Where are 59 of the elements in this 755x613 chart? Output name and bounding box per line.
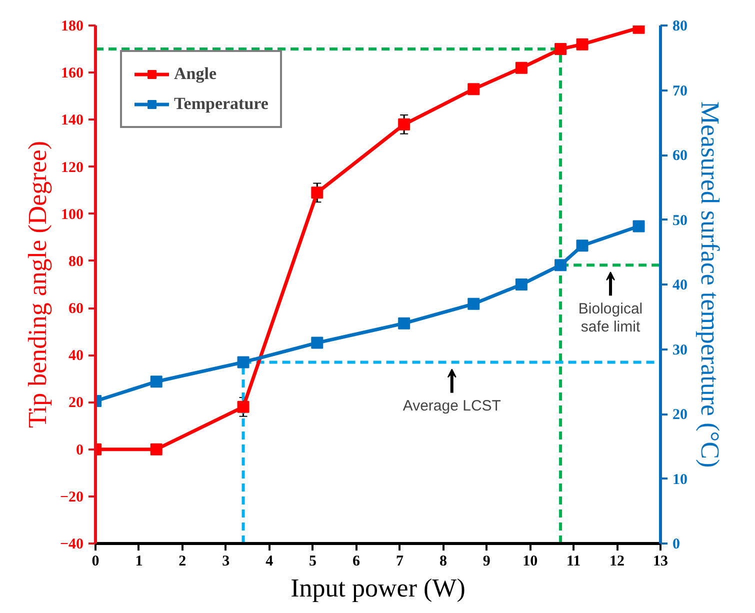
x-tick-label: 4 — [266, 554, 274, 570]
x-tick-label: 8 — [439, 554, 447, 570]
x-tick-label: 1 — [135, 554, 143, 570]
y-tick-label: 40 — [68, 348, 84, 364]
point — [398, 317, 410, 330]
point — [150, 443, 162, 456]
y-tick-label: 0 — [76, 442, 84, 458]
y2-tick-label: 60 — [672, 148, 688, 164]
y-tick-label: 160 — [61, 66, 84, 82]
y-tick-label: 20 — [68, 395, 84, 412]
y-tick-label: −40 — [60, 536, 84, 552]
legend-label: Temperature — [174, 94, 268, 114]
point — [576, 240, 588, 252]
point — [311, 336, 324, 349]
point — [554, 259, 567, 272]
x-tick-label: 11 — [566, 554, 581, 570]
y2-axis-title: Measured surface temperature (°C) — [696, 101, 724, 468]
y-tick-label: 180 — [61, 18, 84, 34]
x-tick-label: 5 — [309, 554, 317, 570]
point — [554, 43, 567, 56]
y2-tick-label: 50 — [672, 212, 688, 229]
y2-tick-label: 80 — [672, 18, 688, 34]
point — [468, 83, 480, 96]
point — [515, 278, 528, 290]
y2-tick-label: 10 — [672, 472, 688, 488]
x-tick-label: 3 — [222, 554, 230, 570]
y-tick-label: 60 — [68, 301, 84, 318]
x-tick-label: 7 — [396, 554, 404, 570]
point — [311, 186, 324, 199]
point — [468, 298, 480, 310]
y-tick-label: 80 — [68, 254, 84, 270]
ref-line-label: Biological safe limit — [578, 300, 643, 336]
x-tick-label: 12 — [610, 554, 625, 570]
point — [632, 220, 645, 232]
x-tick-label: 9 — [482, 554, 490, 570]
y2-tick-label: 40 — [672, 278, 688, 294]
legend-label: Angle — [174, 64, 216, 84]
y-tick-label: 100 — [61, 206, 84, 223]
y-axis-title: Tip bending angle (Degree) — [22, 140, 52, 428]
y2-tick-label: 30 — [672, 342, 688, 358]
ref-line-label: Average LCST — [402, 398, 501, 415]
x-tick-label: 6 — [352, 554, 361, 570]
point — [576, 38, 588, 50]
x-tick-label: 0 — [92, 554, 100, 570]
y2-tick-label: 70 — [672, 83, 688, 100]
point — [237, 356, 250, 368]
x-tick-label: 10 — [522, 554, 538, 570]
point — [150, 376, 162, 388]
x-tick-label: 2 — [178, 554, 186, 570]
y-tick-label: 120 — [61, 160, 84, 176]
point — [515, 62, 528, 74]
y-tick-label: −20 — [60, 489, 84, 506]
y2-tick-label: 20 — [672, 407, 688, 423]
y-tick-label: 140 — [61, 112, 84, 129]
x-tick-label: 13 — [653, 554, 668, 570]
x-axis-title: Input power (W) — [290, 574, 466, 602]
point — [398, 118, 410, 130]
y2-tick-label: 0 — [672, 536, 680, 552]
point — [237, 400, 250, 413]
